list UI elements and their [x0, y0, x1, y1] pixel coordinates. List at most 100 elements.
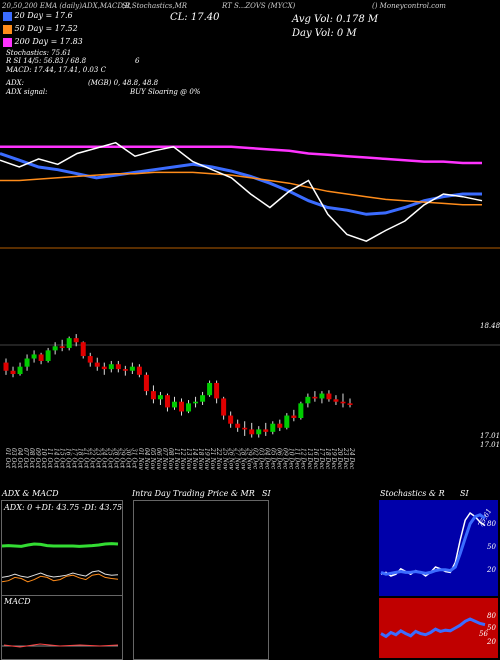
- stoch-readout: Stochastics: 75.61: [6, 49, 72, 57]
- ema50-swatch: [3, 24, 12, 34]
- candle-body: [312, 396, 318, 399]
- adx-macd-title: ADX & MACD: [2, 489, 59, 498]
- date-tick-label: 13 Nov: [185, 448, 192, 470]
- adx-signal-label: ADX signal:: [6, 88, 48, 96]
- candle-body: [333, 399, 339, 402]
- date-tick-label: 27 Nov: [233, 447, 240, 470]
- date-tick-label: 13 Dec: [306, 448, 313, 470]
- main-chart: 01 Oct 03 Oct 04 Oct 07 Oct 08 Oct 09 Oct 10 O…: [0, 141, 500, 470]
- buy-signal: BUY Sloaring @ 0%: [130, 88, 201, 96]
- candle-body: [256, 429, 262, 435]
- date-tick-label: 21 Oct: [82, 447, 89, 469]
- chart-descriptor-mid: SI,Stochastics,MR: [122, 2, 188, 10]
- adx-values: (MGB) 0, 48.8, 48.8: [88, 79, 159, 87]
- date-tick-label: 20 Dec: [336, 447, 343, 470]
- date-tick-label: 12 Dec: [300, 448, 307, 470]
- adx-panel-divider: [2, 595, 122, 596]
- ema200-swatch: [3, 37, 12, 47]
- candle-body: [200, 395, 206, 402]
- date-tick-label: 06 Dec: [276, 448, 283, 470]
- candle-body: [73, 338, 79, 343]
- candle-body: [186, 403, 192, 412]
- date-tick-label: 03 Oct: [10, 448, 17, 469]
- candle-body: [179, 401, 185, 412]
- candle-body: [157, 395, 163, 400]
- ema50-label: 50 Day = 17.52: [14, 24, 78, 33]
- date-tick-label: 10 Oct: [40, 448, 47, 469]
- candle-body: [10, 370, 16, 374]
- date-tick-label: 26 Nov: [227, 447, 234, 470]
- legend-ema50: 50 Day = 17.52: [3, 24, 78, 34]
- rsi-value-label: 56: [479, 630, 488, 638]
- candle-body: [235, 423, 241, 428]
- candle-body: [59, 346, 65, 348]
- ema200-label: 200 Day = 17.83: [14, 37, 83, 46]
- stoch-rsi-si: SI: [460, 489, 469, 498]
- date-tick-label: 03 Dec: [257, 448, 264, 470]
- date-tick-label: 23 Oct: [95, 447, 102, 469]
- date-tick-label: 14 Oct: [52, 448, 59, 469]
- date-tick-label: 07 Oct: [22, 448, 29, 469]
- date-tick-label: 14 Nov: [191, 448, 198, 470]
- day-volume: Day Vol: 0 M: [292, 28, 357, 39]
- date-tick-label: 04 Dec: [264, 448, 271, 470]
- date-tick-label: 29 Nov: [245, 447, 252, 470]
- line-price: [0, 141, 483, 243]
- chart-descriptor: 20,50,200 EMA (daily)ADX,MACD,R: [2, 2, 131, 10]
- candle-body: [45, 350, 51, 361]
- avg-volume: Avg Vol: 0.178 M: [292, 14, 379, 25]
- candle-body: [263, 429, 269, 432]
- source-label: () Moneycontrol.com: [372, 2, 446, 10]
- date-tick-label: 28 Nov: [239, 447, 246, 470]
- line-200-day: [0, 145, 482, 165]
- candle-body: [66, 338, 72, 348]
- price-axis-top: 18.48: [480, 322, 500, 330]
- price-axis-bottom-2: 17.01: [480, 441, 500, 449]
- stoch-rsi-title: Stochastics & R: [380, 489, 445, 498]
- candle-body: [80, 342, 86, 357]
- candle-body: [108, 364, 114, 370]
- candle-body: [94, 362, 100, 367]
- date-tick-label: 25 Nov: [221, 447, 228, 470]
- candle-body: [164, 395, 170, 408]
- candle-body: [305, 396, 311, 404]
- intraday-title: Intra Day Trading Price & MR: [132, 489, 255, 498]
- candle-body: [38, 354, 44, 361]
- date-tick-label: 02 Dec: [251, 448, 258, 470]
- stoch-tick-20: 20: [487, 566, 496, 574]
- candle-body: [284, 415, 290, 428]
- date-tick-label: 16 Oct: [64, 448, 71, 469]
- rsi-extra: 6: [135, 57, 140, 65]
- date-tick-label: 31 Oct: [131, 448, 138, 469]
- date-tick-label: 11 Dec: [294, 448, 301, 470]
- date-tick-label: 29 Oct: [119, 447, 126, 469]
- date-tick-label: 01 Nov: [137, 448, 144, 470]
- candle-body: [214, 382, 220, 399]
- candle-body: [31, 354, 37, 359]
- ema20-swatch: [3, 11, 12, 21]
- intraday-panel: [133, 500, 269, 660]
- candle-body: [52, 346, 58, 351]
- date-tick-label: 01 Oct: [4, 448, 11, 469]
- date-tick-label: 10 Dec: [288, 448, 295, 470]
- macd-title-lower: MACD: [4, 597, 31, 606]
- date-tick-label: 08 Oct: [28, 448, 35, 469]
- adx-di-readout: ADX: 0 +DI: 43.75 -DI: 43.75: [4, 503, 123, 512]
- candle-body: [87, 356, 93, 363]
- date-tick-label: 23 Dec: [342, 447, 349, 470]
- candle-body: [122, 369, 128, 371]
- intraday-si: SI: [262, 489, 271, 498]
- stoch-tick-80: 80: [487, 520, 496, 528]
- date-axis: 01 Oct 03 Oct 04 Oct 07 Oct 08 Oct 09 Oct 10 O…: [4, 447, 355, 470]
- adx-label: ADX:: [6, 79, 25, 87]
- candle-body: [24, 358, 30, 367]
- date-tick-label: 19 Nov: [203, 448, 210, 470]
- date-tick-label: 07 Nov: [161, 448, 168, 470]
- date-tick-label: 18 Oct: [76, 448, 83, 469]
- date-tick-label: 11 Oct: [46, 448, 53, 469]
- legend-ema200: 200 Day = 17.83: [3, 37, 83, 47]
- candle-body: [129, 366, 135, 371]
- macd-readout: MACD: 17.44, 17.41, 0.03 C: [6, 66, 106, 74]
- candle-body: [270, 423, 276, 432]
- rsi-panel: 80 50 20 56: [379, 598, 498, 658]
